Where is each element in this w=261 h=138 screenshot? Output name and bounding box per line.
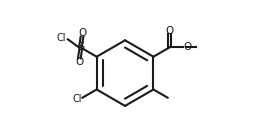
- Text: O: O: [184, 43, 192, 52]
- Text: O: O: [75, 57, 84, 67]
- Text: Cl: Cl: [56, 33, 66, 43]
- Text: O: O: [165, 26, 174, 36]
- Text: O: O: [78, 28, 86, 38]
- Text: Cl: Cl: [72, 94, 82, 104]
- Text: S: S: [77, 43, 84, 52]
